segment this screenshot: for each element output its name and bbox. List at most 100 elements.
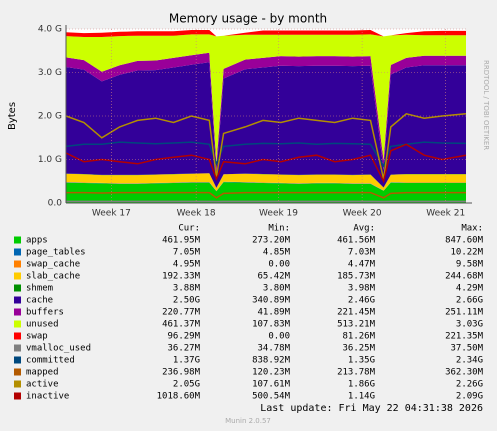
legend-value: 2.26G <box>456 380 483 390</box>
legend-swatch <box>14 308 21 316</box>
legend-value: 1.37G <box>173 356 200 366</box>
line-series <box>65 143 467 184</box>
chart-title: Memory usage - by month <box>169 12 327 26</box>
y-tick-label: 2.0 G <box>38 112 62 122</box>
legend-label: buffers <box>26 308 64 318</box>
plot <box>65 30 467 203</box>
legend-swatch <box>14 284 21 292</box>
legend-value: 1018.60M <box>157 392 201 402</box>
legend-value: 37.50M <box>450 344 483 354</box>
legend-value: 213.78M <box>337 368 376 378</box>
legend-value: 3.03G <box>456 320 483 330</box>
legend-value: 3.80M <box>263 284 291 294</box>
watermark: RRDTOOL / TOBI OETIKER <box>482 60 490 150</box>
legend-label: inactive <box>26 392 69 402</box>
legend-value: 107.61M <box>252 380 291 390</box>
legend-value: 513.21M <box>337 320 376 330</box>
legend-value: 7.03M <box>348 248 376 258</box>
area-series <box>66 181 466 192</box>
legend-value: 0.00 <box>268 260 290 270</box>
legend-value: 220.77M <box>162 308 201 318</box>
legend-value: 3.88M <box>173 284 201 294</box>
legend-label: cache <box>26 296 53 306</box>
legend-swatch <box>14 368 21 376</box>
legend-swatch <box>14 320 21 328</box>
legend-value: 236.98M <box>162 368 201 378</box>
legend-value: 838.92M <box>252 356 291 366</box>
legend-value: 0.00 <box>268 332 290 342</box>
legend-value: 96.29M <box>167 332 200 342</box>
legend-value: 4.85M <box>263 248 291 258</box>
legend: Cur: Min: Avg: Max: apps 461.95M 273.20M 461.56… <box>14 224 484 402</box>
legend-value: 4.95M <box>173 260 201 270</box>
y-tick-label: 4.0 G <box>38 25 62 35</box>
x-tick-label: Week 20 <box>343 209 382 219</box>
legend-swatch <box>14 332 21 340</box>
legend-label: swap_cache <box>26 260 80 270</box>
legend-swatch <box>14 260 21 268</box>
legend-label: active <box>26 380 59 390</box>
column-header: Min: <box>268 224 290 234</box>
legend-swatch <box>14 296 21 304</box>
y-tick-label: 3.0 G <box>38 68 62 78</box>
legend-value: 4.29M <box>456 284 484 294</box>
legend-value: 1.35G <box>348 356 375 366</box>
y-tick-label: 0.0 <box>48 199 63 209</box>
legend-swatch <box>14 392 21 400</box>
legend-value: 273.20M <box>252 236 291 246</box>
legend-label: unused <box>26 320 59 330</box>
legend-label: mapped <box>26 368 59 378</box>
x-tick-label: Week 19 <box>259 209 298 219</box>
legend-value: 36.27M <box>167 344 200 354</box>
legend-value: 7.05M <box>173 248 201 258</box>
line-series <box>65 112 467 180</box>
column-header: Max: <box>461 224 483 234</box>
legend-value: 2.34G <box>456 356 483 366</box>
legend-value: 2.09G <box>456 392 483 402</box>
legend-value: 9.58M <box>456 260 484 270</box>
legend-swatch <box>14 344 21 352</box>
legend-label: apps <box>26 236 48 246</box>
footer: Munin 2.0.57 <box>225 417 271 425</box>
area-series <box>66 181 466 191</box>
legend-label: vmalloc_used <box>26 344 91 354</box>
legend-value: 81.26M <box>342 332 375 342</box>
legend-label: slab_cache <box>26 272 80 282</box>
legend-value: 340.89M <box>252 296 291 306</box>
y-tick-label: 1.0 G <box>38 155 62 165</box>
column-header: Cur: <box>178 224 200 234</box>
x-tick-label: Week 21 <box>426 209 465 219</box>
legend-value: 461.95M <box>162 236 201 246</box>
legend-value: 34.78M <box>257 344 290 354</box>
legend-value: 41.89M <box>257 308 290 318</box>
line-series <box>65 141 467 168</box>
x-tick-label: Week 18 <box>177 209 216 219</box>
legend-value: 192.33M <box>162 272 201 282</box>
legend-swatch <box>14 356 21 364</box>
legend-label: page_tables <box>26 248 86 258</box>
legend-value: 500.54M <box>252 392 291 402</box>
legend-value: 10.22M <box>450 248 483 258</box>
legend-value: 461.56M <box>337 236 376 246</box>
legend-value: 244.68M <box>445 272 484 282</box>
area-series <box>66 52 466 174</box>
legend-label: swap <box>26 332 48 342</box>
legend-value: 2.05G <box>173 380 200 390</box>
legend-swatch <box>14 272 21 280</box>
legend-value: 65.42M <box>257 272 290 282</box>
column-header: Avg: <box>353 224 375 234</box>
legend-value: 120.23M <box>252 368 291 378</box>
legend-value: 251.11M <box>445 308 484 318</box>
x-tick-label: Week 17 <box>92 209 131 219</box>
legend-value: 221.45M <box>337 308 376 318</box>
legend-value: 847.60M <box>445 236 484 246</box>
area-series <box>66 30 466 37</box>
legend-swatch <box>14 380 21 388</box>
legend-value: 2.66G <box>456 296 483 306</box>
legend-value: 107.83M <box>252 320 291 330</box>
legend-value: 3.98M <box>348 284 376 294</box>
legend-value: 2.50G <box>173 296 200 306</box>
legend-value: 461.37M <box>162 320 201 330</box>
legend-value: 1.86G <box>348 380 375 390</box>
